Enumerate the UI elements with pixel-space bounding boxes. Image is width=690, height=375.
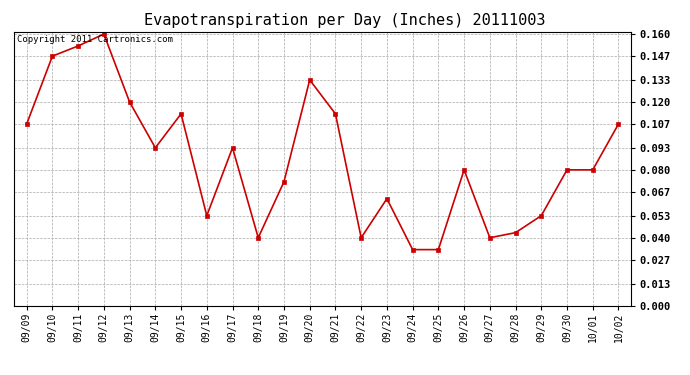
Text: Copyright 2011 Cartronics.com: Copyright 2011 Cartronics.com	[17, 34, 172, 44]
Text: Evapotranspiration per Day (Inches) 20111003: Evapotranspiration per Day (Inches) 2011…	[144, 13, 546, 28]
